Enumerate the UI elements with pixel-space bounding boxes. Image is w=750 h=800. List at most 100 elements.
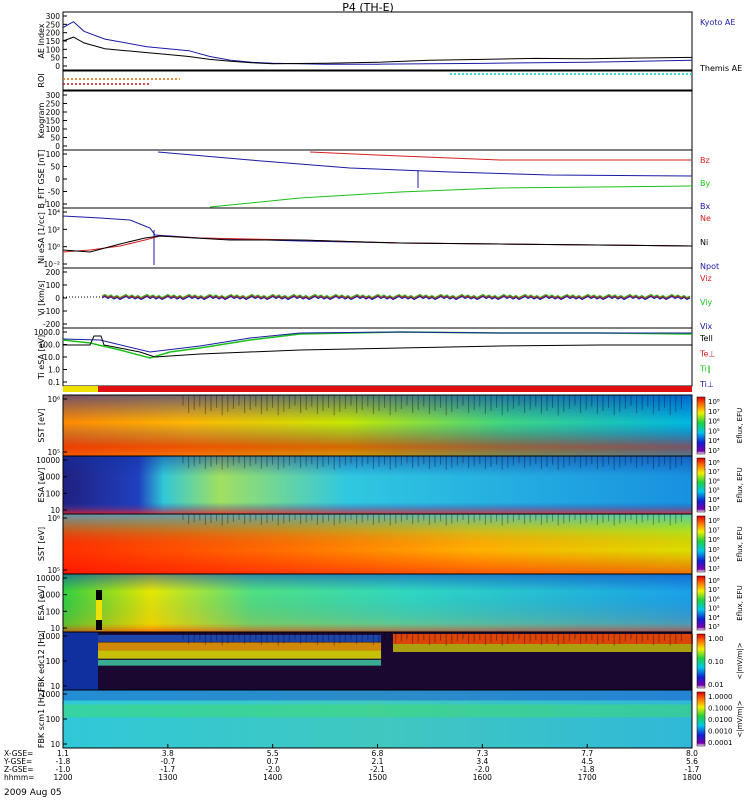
panel-frame	[62, 70, 693, 91]
legend-entry: Te⊥	[699, 349, 715, 358]
x-tick-label: 2.1	[372, 757, 384, 766]
panel-frame	[62, 90, 693, 151]
x-tick-label: 1400	[263, 773, 282, 782]
legend-entry: By	[700, 179, 710, 188]
spectrogram-band	[63, 704, 692, 718]
y-tick-label: 10⁻²	[43, 260, 60, 269]
panel-5: Vi [km/s]200 100 0 -100 -200 Viz Viy Vix	[37, 267, 713, 331]
colorbar-tick-label: 10⁷	[708, 468, 720, 476]
y-tick-label: 10000	[36, 574, 60, 583]
y-tick-label: 10⁶	[47, 514, 60, 523]
x-tick-label: 0.7	[267, 757, 279, 766]
x-row-label: hhmm=	[4, 773, 34, 782]
x-tick-label: -2.1	[370, 765, 385, 774]
spectrogram-shade	[63, 395, 692, 456]
colorbar-tick-label: 10⁶	[708, 418, 720, 426]
spectrogram-band	[98, 634, 382, 642]
legend-entry: Bz	[700, 156, 710, 165]
colorbar-tick-label: 0.0100	[708, 716, 733, 724]
y-tick-label: 200	[46, 29, 61, 38]
y-tick-label: -50	[48, 188, 60, 197]
colorbar-tick-label: 10⁴	[708, 437, 720, 445]
y-axis-label: Ti eSA [eV]	[37, 335, 46, 380]
roi-markers	[63, 73, 692, 85]
y-tick-label: 10	[50, 682, 60, 691]
legend-entry: Ne	[700, 214, 711, 223]
colorbar-tick-label: 0.10	[708, 658, 724, 666]
x-tick-label: 8.0	[686, 749, 698, 758]
colorbar-tick-label: 0.0010	[708, 728, 733, 736]
legend-entry: Vix	[700, 322, 713, 331]
y-tick-label: 1000	[41, 690, 60, 699]
legend-entry: Themis AE	[699, 64, 742, 73]
x-tick-label: -1.8	[56, 757, 71, 766]
by-line	[209, 185, 693, 208]
colorbar-tick-label: 10³	[708, 447, 720, 455]
date-label: 2009 Aug 05	[4, 788, 62, 798]
vi-blue	[101, 295, 691, 301]
y-tick-label: 100	[46, 125, 61, 134]
legend-entry: Kyoto AE	[700, 18, 735, 27]
y-tick-label: 0	[55, 175, 60, 184]
colorbar-tick-label: 1.00	[708, 635, 724, 643]
y-tick-label: 1.0	[48, 366, 60, 375]
y-tick-label: 250	[46, 20, 61, 29]
spectrogram-band	[393, 644, 693, 652]
x-tick-label: -1.8	[580, 765, 595, 774]
y-axis-label: FBK scm1 [Hz]	[37, 690, 46, 748]
colorbar-label: Eflux, EFU	[736, 408, 744, 443]
y-axis-label: ROI	[37, 73, 46, 87]
y-axis-label: SST [eV]	[37, 408, 46, 442]
burst-bar	[63, 386, 692, 392]
y-tick-label: 10	[50, 624, 60, 633]
colorbar-tick-label: 10³	[708, 565, 720, 573]
y-tick-label: 10²	[47, 225, 60, 234]
colorbar-tick-label: 10⁵	[708, 427, 720, 435]
y-tick-label: 100	[46, 45, 61, 54]
spectrogram-shade	[63, 514, 692, 574]
colorbar	[696, 457, 706, 513]
colorbar-tick-label: 10⁷	[708, 408, 720, 416]
spectrogram-band	[98, 659, 382, 666]
colorbar-label: <|mV/m|>	[736, 700, 744, 737]
bz-line	[309, 151, 692, 161]
colorbar-tick-label: 10⁴	[708, 555, 720, 563]
x-tick-label: 6.8	[372, 749, 384, 758]
data-gap	[96, 600, 102, 620]
ne-line	[62, 235, 693, 253]
panel-1: ROI	[37, 70, 693, 91]
colorbar	[696, 691, 706, 747]
velocity-series	[63, 293, 691, 301]
y-tick-label: 10⁵	[47, 448, 60, 457]
colorbar-label: Eflux, EFU	[736, 585, 744, 620]
x-tick-label: -2.0	[265, 765, 280, 774]
colorbar-tick-label: 10⁵	[708, 546, 720, 554]
x-tick-label: 1500	[368, 773, 387, 782]
x-tick-label: -2.0	[475, 765, 490, 774]
y-axis-label: AE Index	[37, 23, 46, 58]
y-tick-label: 100.0	[39, 341, 61, 350]
b-field-series	[157, 151, 693, 208]
y-tick-label: 50	[50, 134, 60, 143]
x-tick-label: 5.5	[267, 749, 279, 758]
y-tick-label: -100	[43, 307, 60, 316]
x-tick-label: 5.6	[686, 757, 698, 766]
legend-entry: Tell	[699, 334, 713, 343]
y-tick-label: 1000	[41, 473, 60, 482]
y-tick-label: -100	[43, 200, 60, 209]
colorbar	[696, 575, 706, 631]
y-tick-label: 150	[46, 37, 61, 46]
y-tick-label: 10000	[36, 456, 60, 465]
panel-6: Ti eSA [eV]1000.0 100.0 10.0 1.0 0.1 Tell Te⊥ T…	[34, 327, 715, 389]
temperature-series	[62, 331, 693, 359]
spectrogram-band	[98, 650, 382, 659]
colorbar-tick-label: 10⁸	[708, 577, 720, 585]
colorbar-label: Eflux, EFU	[736, 526, 744, 561]
y-tick-label: 10.0	[43, 353, 60, 362]
y-tick-label: 0	[55, 142, 60, 151]
spectrogram-band	[98, 642, 382, 651]
